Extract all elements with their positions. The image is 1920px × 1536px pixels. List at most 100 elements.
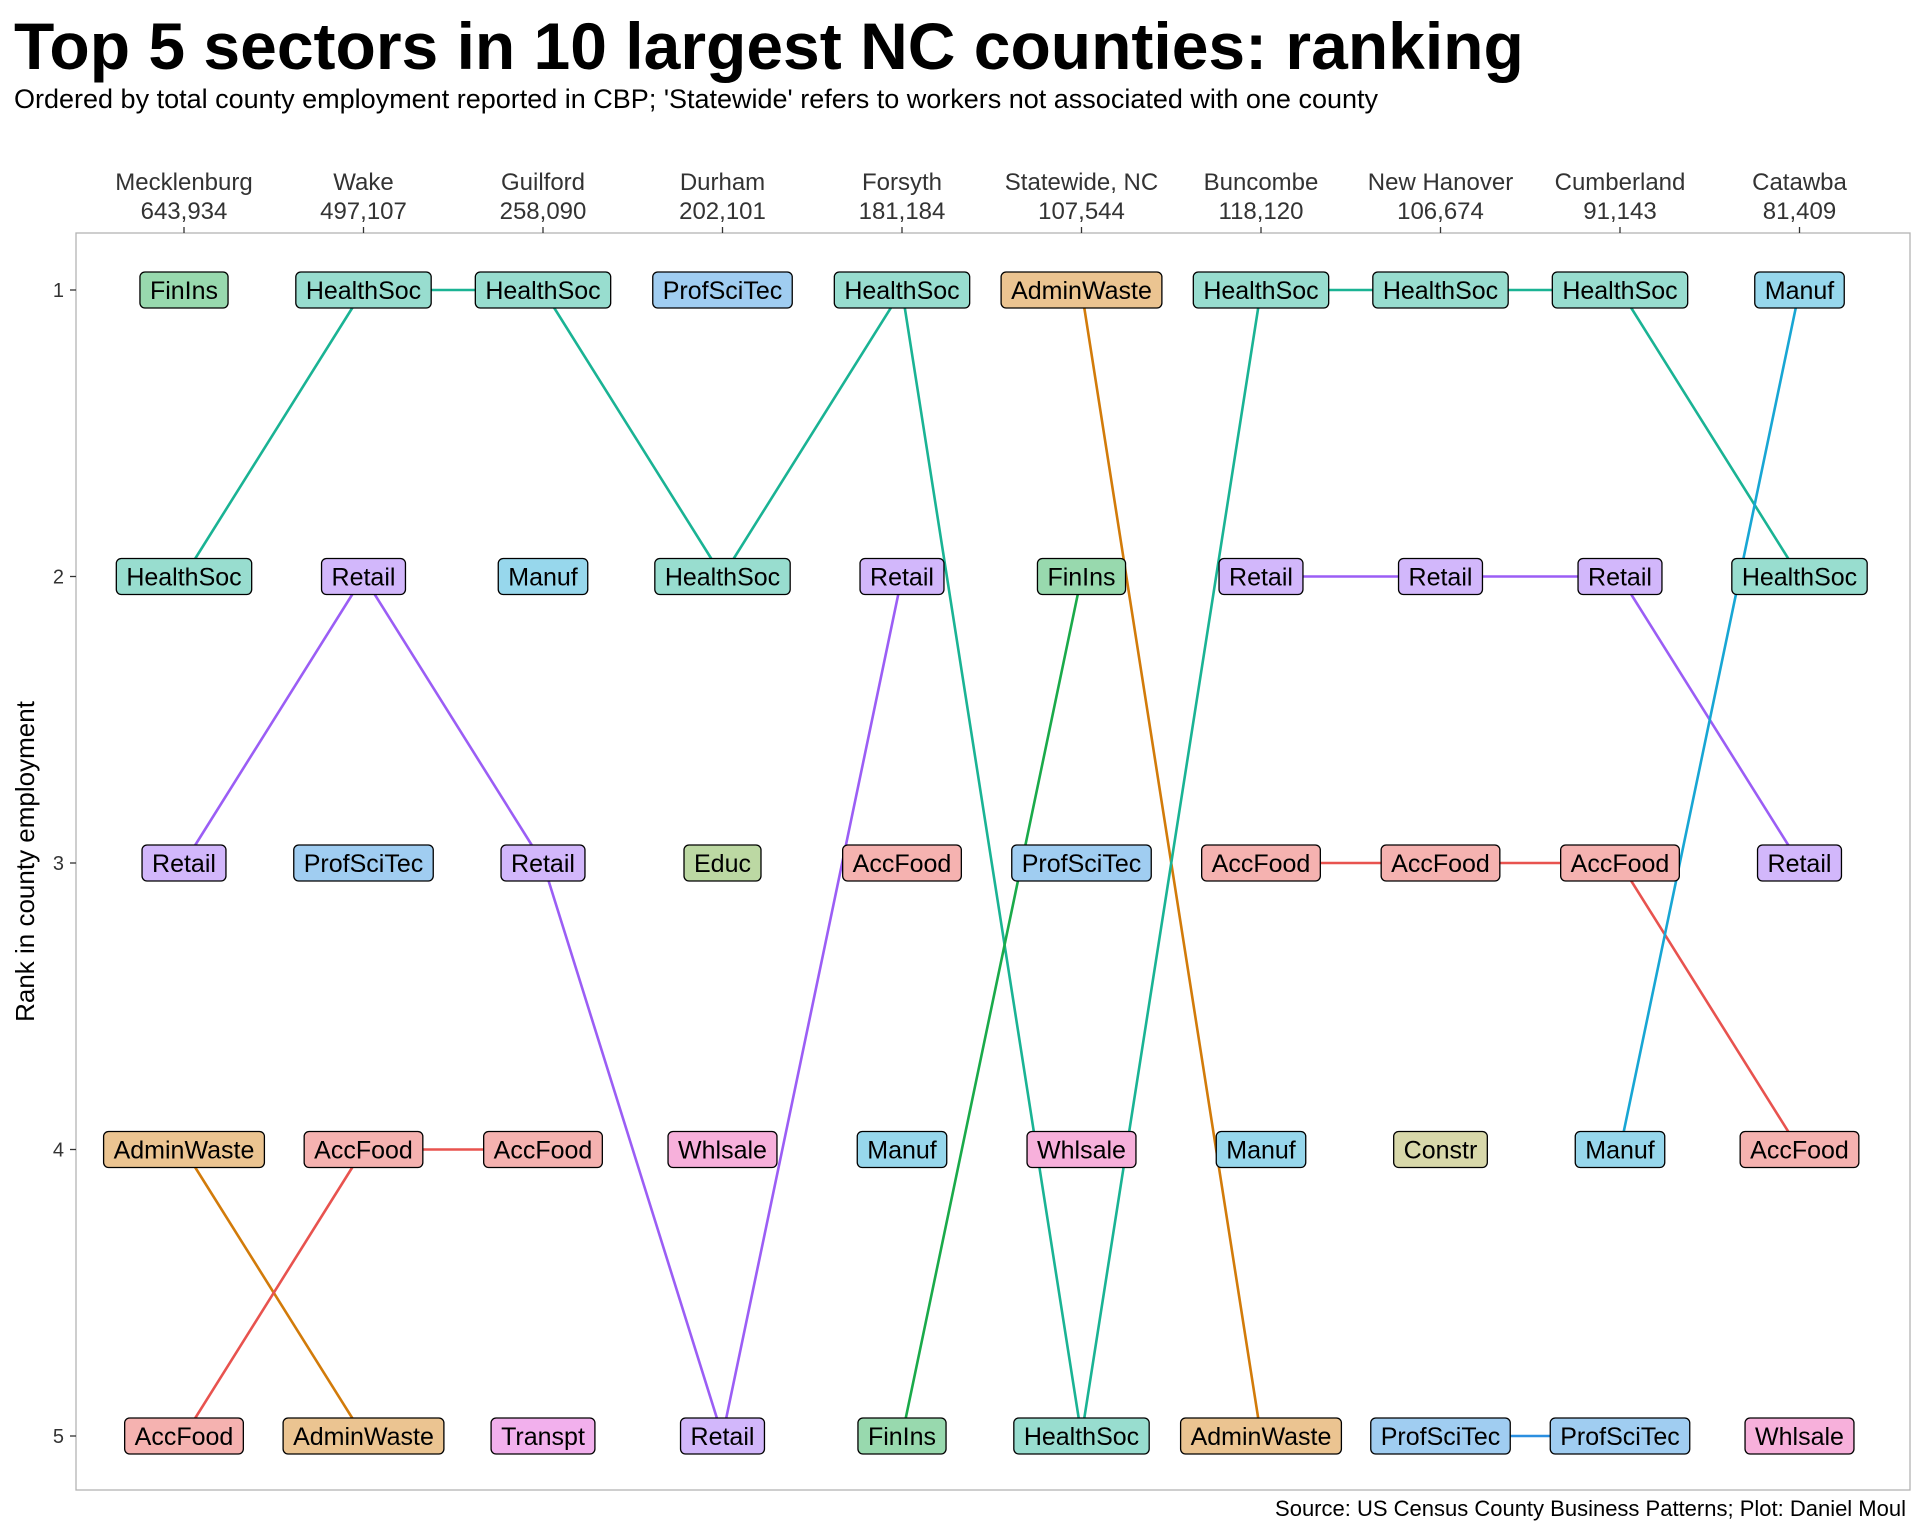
sector-label-box — [652, 271, 793, 309]
sector-label-text: AccFood — [1750, 1137, 1849, 1165]
county-name-label: Catawba — [1752, 169, 1847, 196]
sector-label-box — [1179, 1417, 1343, 1455]
sector-label-box — [483, 1130, 603, 1169]
sector-label-text: AdminWaste — [1191, 1423, 1332, 1451]
chart-subtitle: Ordered by total county employment repor… — [14, 84, 1378, 114]
sector-label-text: ProfSciTec — [663, 277, 782, 305]
sector-label-text: AdminWaste — [114, 1137, 255, 1165]
sector-label-text: HealthSoc — [1203, 277, 1318, 305]
y-tick-label: 1 — [53, 280, 64, 302]
sector-label-text: Manuf — [867, 1137, 937, 1165]
sector-line-healthsoc — [721, 288, 904, 578]
county-total-label: 202,101 — [679, 198, 766, 225]
sector-line-healthsoc — [900, 288, 1083, 1438]
sector-label-text: Manuf — [1585, 1137, 1655, 1165]
sector-label-box — [500, 844, 586, 882]
sector-label-box — [1218, 557, 1304, 596]
sector-label-box — [1036, 557, 1127, 596]
sector-label-retail: Retail — [141, 844, 227, 882]
sector-label-text: HealthSoc — [1742, 564, 1857, 592]
county-total-label: 91,143 — [1583, 198, 1656, 225]
sector-label-box — [1000, 271, 1163, 309]
sector-label-text: Retail — [152, 850, 216, 878]
sector-label-whlsale: Whlsale — [667, 1130, 778, 1169]
sector-label-profscitec: ProfSciTec — [652, 271, 793, 309]
sector-label-accfood: AccFood — [1201, 844, 1321, 882]
sector-label-whlsale: Whlsale — [1026, 1130, 1137, 1169]
sector-label-box — [1731, 557, 1868, 596]
sector-label-box — [859, 557, 945, 596]
sector-label-adminwaste: AdminWaste — [102, 1130, 266, 1169]
sector-label-manuf: Manuf — [1754, 271, 1845, 309]
county-name-label: New Hanover — [1368, 169, 1513, 196]
county-total-label: 118,120 — [1219, 198, 1304, 225]
sector-label-box — [1560, 844, 1680, 882]
sector-label-box — [1201, 844, 1321, 882]
sector-label-box — [1192, 271, 1330, 309]
sector-label-accfood: AccFood — [1560, 844, 1680, 882]
county-total-label: 497,107 — [320, 198, 407, 225]
sector-label-profscitec: ProfSciTec — [1011, 844, 1152, 882]
sector-label-text: Retail — [332, 564, 396, 592]
sector-label-text: Retail — [691, 1423, 755, 1451]
y-tick-label: 2 — [53, 567, 64, 589]
sector-label-profscitec: ProfSciTec — [293, 844, 434, 882]
sector-label-educ: Educ — [683, 844, 762, 882]
sector-label-text: AccFood — [135, 1423, 234, 1451]
sector-label-retail: Retail — [1577, 557, 1663, 596]
sector-label-accfood: AccFood — [842, 844, 962, 882]
sector-label-box — [1370, 1417, 1511, 1455]
sector-label-text: Retail — [870, 564, 934, 592]
sector-label-text: Retail — [511, 850, 575, 878]
sector-label-text: ProfSciTec — [1381, 1423, 1500, 1451]
sector-label-box — [842, 844, 962, 882]
sector-label-box — [1549, 1417, 1691, 1455]
sector-label-healthsoc: HealthSoc — [115, 557, 253, 596]
sector-label-healthsoc: HealthSoc — [654, 557, 791, 596]
sector-label-box — [1756, 844, 1843, 882]
county-name-label: Guilford — [501, 169, 585, 196]
sector-label-adminwaste: AdminWaste — [1179, 1417, 1343, 1455]
sector-label-text: HealthSoc — [1024, 1423, 1139, 1451]
y-tick-label: 3 — [53, 853, 64, 875]
sector-label-text: HealthSoc — [485, 277, 600, 305]
sector-label-box — [124, 1417, 244, 1455]
y-axis-label: Rank in county employment — [10, 700, 40, 1022]
sector-label-healthsoc: HealthSoc — [295, 271, 432, 309]
county-name-label: Buncombe — [1204, 169, 1319, 196]
sector-label-box — [102, 1130, 266, 1169]
sector-line-finins — [900, 575, 1083, 1438]
chart-caption: Source: US Census County Business Patter… — [1275, 1496, 1906, 1521]
county-total-label: 181,184 — [859, 198, 946, 225]
sector-label-accfood: AccFood — [483, 1130, 603, 1169]
county-name-label: Mecklenburg — [115, 169, 252, 196]
sector-label-box — [141, 844, 227, 882]
sector-label-box — [1577, 557, 1663, 596]
sector-line-retail — [182, 575, 365, 865]
sector-label-box — [856, 1130, 948, 1169]
county-total-label: 643,934 — [141, 198, 228, 225]
sector-label-box — [1393, 1130, 1488, 1169]
y-tick-label: 4 — [53, 1140, 64, 1162]
sector-label-text: Whlsale — [1755, 1423, 1844, 1451]
sector-label-box — [679, 1417, 766, 1455]
sector-label-accfood: AccFood — [124, 1417, 244, 1455]
sector-label-box — [683, 844, 762, 882]
sector-label-retail: Retail — [1218, 557, 1304, 596]
sector-label-box — [1380, 844, 1501, 882]
sector-label-text: Manuf — [1765, 277, 1835, 305]
sector-label-manuf: Manuf — [1574, 1130, 1666, 1169]
sector-label-text: Retail — [1588, 564, 1652, 592]
sector-label-finins: FinIns — [139, 271, 229, 309]
sector-label-box — [1372, 271, 1509, 309]
panel-border — [75, 232, 1911, 1491]
sector-label-box — [1551, 271, 1689, 309]
sector-label-box — [1744, 1417, 1855, 1455]
sector-label-box — [1739, 1130, 1860, 1169]
sector-label-healthsoc: HealthSoc — [1551, 271, 1689, 309]
sector-label-text: ProfSciTec — [304, 850, 423, 878]
county-name-label: Statewide, NC — [1005, 169, 1158, 196]
sector-label-text: HealthSoc — [665, 564, 780, 592]
sector-label-text: HealthSoc — [306, 277, 421, 305]
sector-label-retail: Retail — [1756, 844, 1843, 882]
